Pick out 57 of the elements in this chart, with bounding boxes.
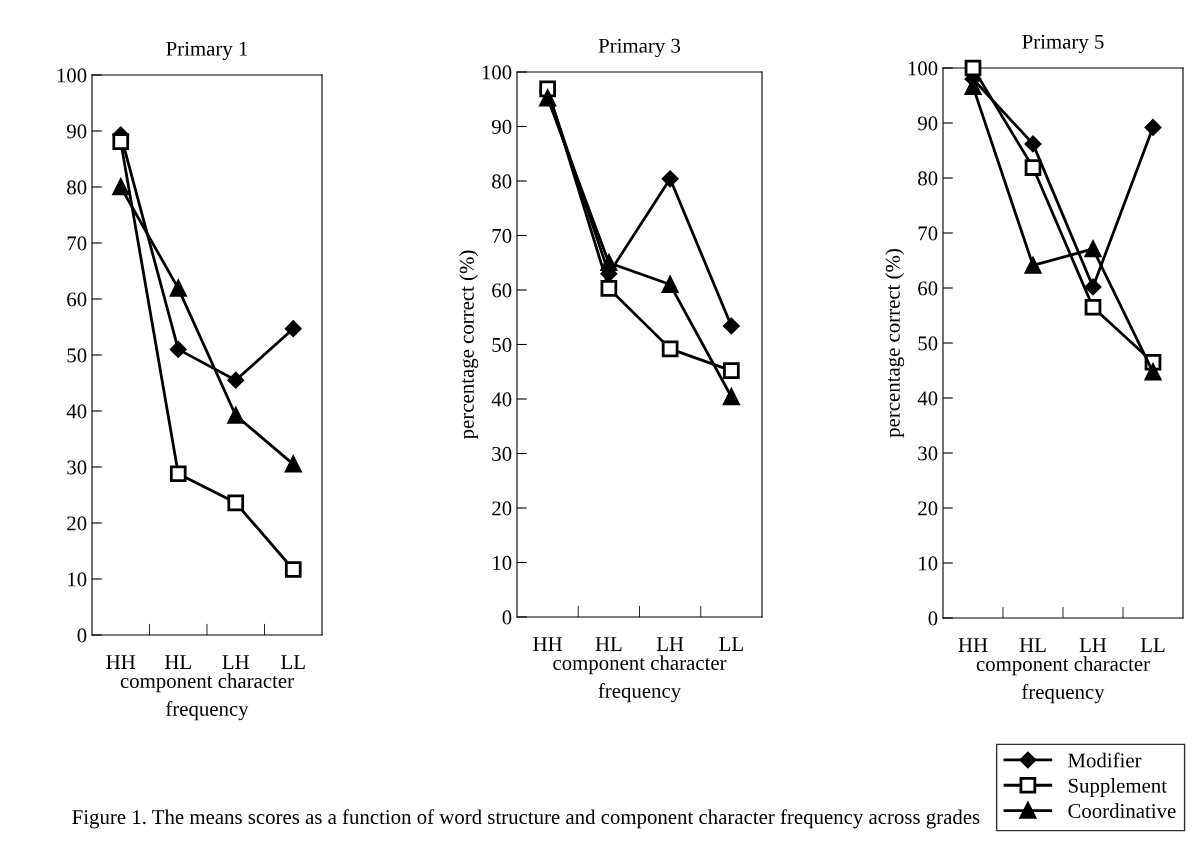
x-tick-label: HH	[106, 655, 136, 669]
legend-label: Supplement	[1068, 778, 1167, 797]
x-tick-label: LL	[1140, 638, 1165, 652]
x-tick-label: LH	[1079, 638, 1107, 652]
y-tick-label: 50	[67, 348, 87, 363]
y-tick-label: 10	[68, 572, 87, 587]
x-tick-label: HL	[164, 655, 191, 669]
y-tick-label: 0	[77, 628, 87, 643]
y-tick-label: 50	[492, 337, 512, 352]
y-tick-label: 90	[66, 124, 87, 139]
y-tick-label: 20	[67, 516, 87, 531]
chart-title: Primary 3	[598, 38, 681, 58]
y-tick-label: 0	[502, 610, 512, 625]
x-tick-label: LH	[222, 655, 250, 669]
x-tick-label: HH	[958, 638, 988, 652]
x-tick-label: HL	[595, 637, 622, 651]
x-tick-label: HL	[1019, 638, 1046, 652]
y-tick-label: 10	[493, 555, 512, 570]
x-tick-label: LL	[719, 637, 743, 651]
x-axis-title: component character frequency	[976, 656, 1150, 704]
y-tick-label: 100	[908, 61, 938, 76]
x-tick-label: HH	[533, 637, 563, 651]
y-tick-label: 30	[918, 446, 938, 461]
y-tick-label: 80	[918, 171, 938, 186]
y-tick-label: 10	[919, 556, 938, 571]
y-tick-label: 0	[928, 611, 938, 626]
x-tick-label: LH	[656, 637, 684, 651]
y-tick-label: 40	[491, 392, 512, 407]
y-tick-label: 50	[918, 336, 938, 351]
y-tick-label: 20	[492, 501, 512, 516]
y-tick-label: 70	[492, 228, 512, 243]
y-tick-label: 70	[67, 236, 87, 251]
y-axis-title: percentage correct (%)	[459, 250, 479, 440]
x-axis-title: component character frequency	[553, 655, 727, 703]
y-tick-label: 90	[491, 119, 512, 134]
y-tick-label: 60	[67, 292, 87, 307]
y-tick-label: 60	[492, 283, 512, 298]
y-tick-label: 100	[482, 65, 512, 80]
x-axis-title: component character frequency	[120, 673, 294, 721]
chart-title: Primary 5	[1022, 34, 1104, 54]
y-tick-label: 40	[917, 391, 938, 406]
y-axis-title: percentage correct (%)	[885, 249, 905, 438]
legend-label: Modifier	[1068, 752, 1142, 768]
y-tick-label: 40	[66, 404, 87, 419]
x-tick-label: LL	[281, 655, 305, 669]
y-tick-label: 100	[57, 68, 87, 83]
caption: Figure 1. The means scores as a function of word structure and component character frequency across grades	[72, 809, 980, 829]
chart-title: Primary 1	[166, 41, 248, 61]
y-tick-label: 90	[917, 116, 938, 131]
y-tick-label: 30	[492, 446, 512, 461]
y-tick-label: 70	[918, 226, 938, 241]
y-tick-label: 80	[67, 180, 87, 195]
legend-label: Coordinative	[1068, 803, 1176, 819]
y-tick-label: 80	[492, 174, 512, 189]
y-tick-label: 30	[67, 460, 87, 475]
y-tick-label: 60	[918, 281, 938, 296]
y-tick-label: 20	[918, 501, 938, 516]
